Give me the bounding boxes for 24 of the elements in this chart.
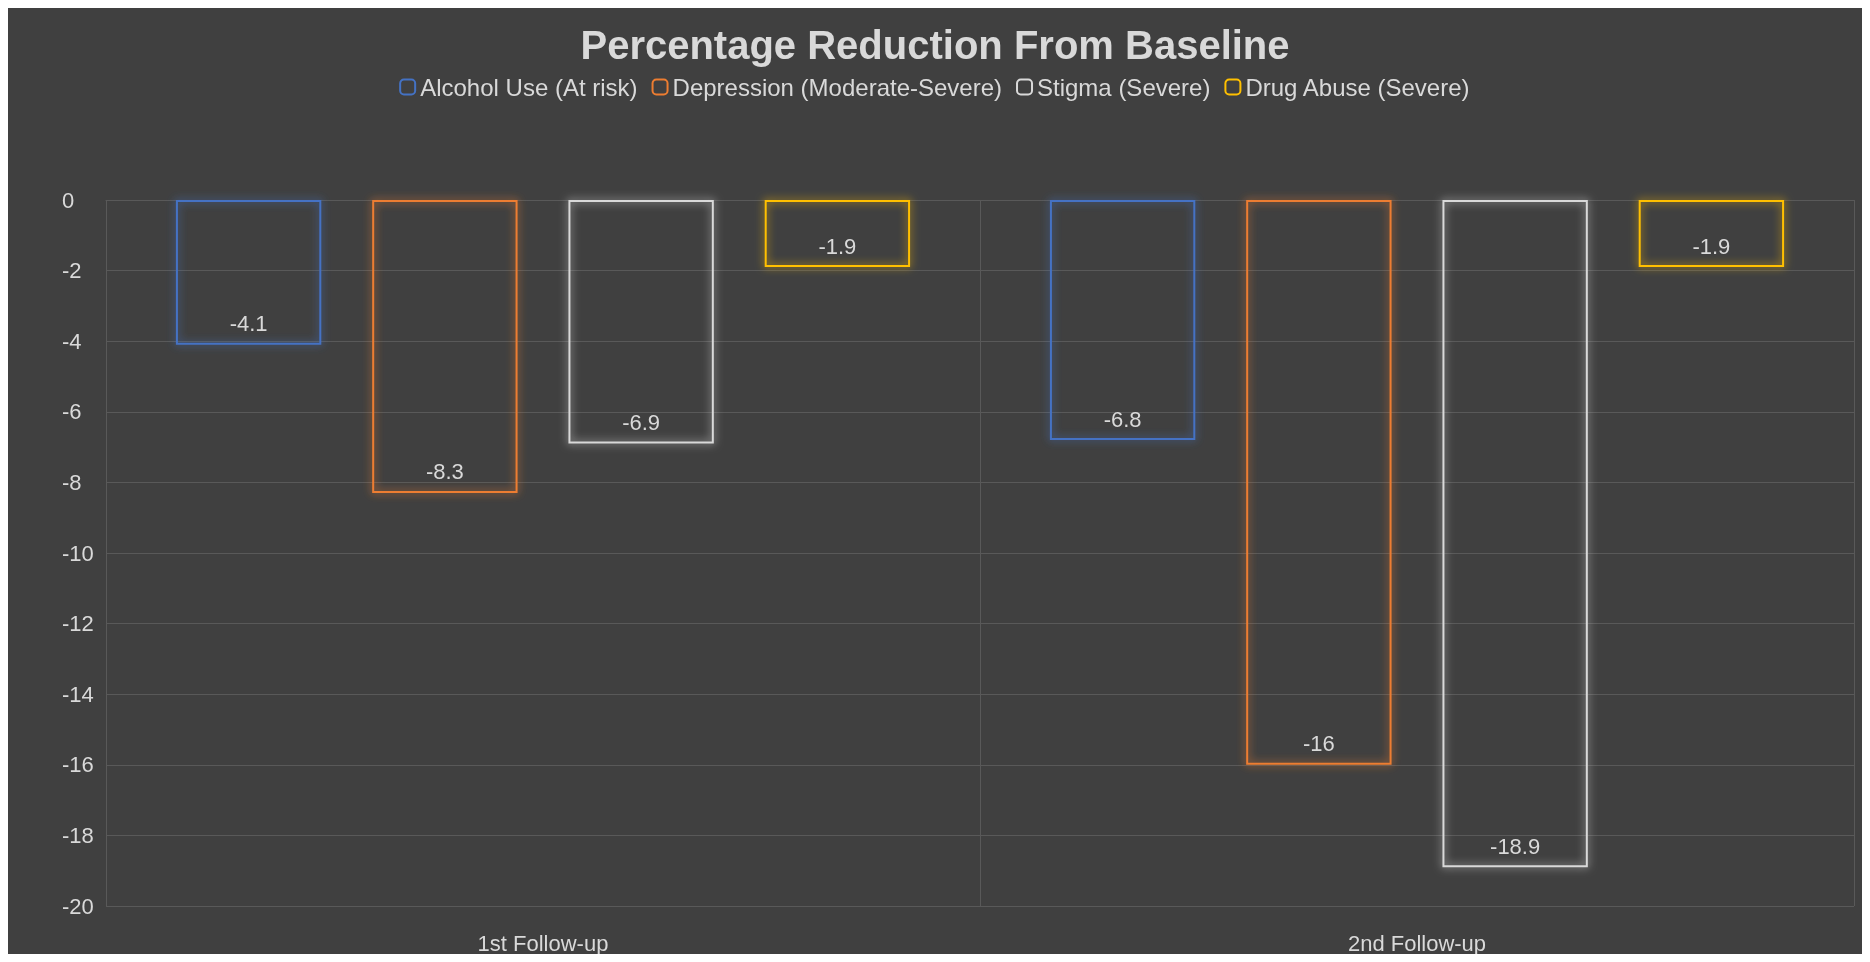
y-tick-label: 0 xyxy=(62,187,75,213)
legend-label: Stigma (Severe) xyxy=(1037,73,1211,101)
chart-title: Percentage Reduction From Baseline xyxy=(580,23,1290,67)
y-tick-label: -10 xyxy=(62,540,94,566)
y-tick-label: -12 xyxy=(62,611,94,637)
data-label: -18.9 xyxy=(1490,833,1541,859)
y-tick-label: -14 xyxy=(62,681,94,707)
y-tick-label: -2 xyxy=(62,258,82,284)
y-tick-label: -6 xyxy=(62,399,82,425)
legend-label: Depression (Moderate-Severe) xyxy=(672,73,1003,101)
data-label: -1.9 xyxy=(1692,233,1731,259)
y-tick-label: -18 xyxy=(62,822,94,848)
data-label: -4.1 xyxy=(229,311,268,337)
y-tick-label: -20 xyxy=(62,893,94,919)
data-label: -8.3 xyxy=(425,459,464,485)
data-label: -6.9 xyxy=(622,410,661,436)
legend-label: Drug Abuse (Severe) xyxy=(1245,73,1470,101)
y-tick-label: -16 xyxy=(62,752,94,778)
y-tick-label: -8 xyxy=(62,469,82,495)
data-label: -1.9 xyxy=(818,233,857,259)
data-label: -6.8 xyxy=(1103,406,1142,432)
data-label: -16 xyxy=(1302,731,1335,757)
legend-label: Alcohol Use (At risk) xyxy=(420,73,638,101)
y-tick-label: -4 xyxy=(62,328,82,354)
